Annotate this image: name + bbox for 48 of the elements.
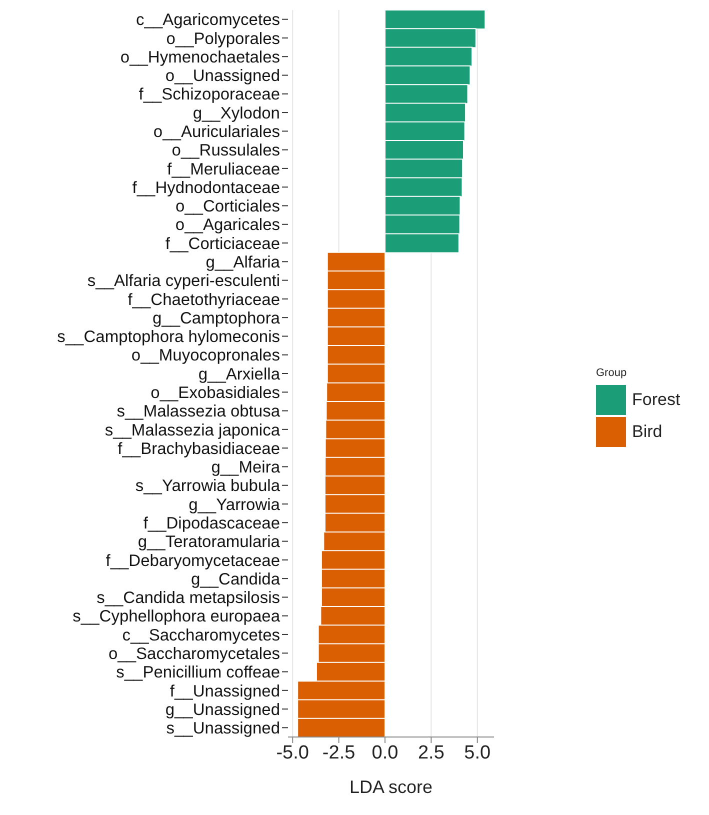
y-tick-label: g__Candida (191, 570, 281, 588)
y-tick-label: s__Camptophora hylomeconis (57, 328, 280, 346)
y-tick-label: s__Alfaria cyperi-esculenti (87, 272, 280, 290)
y-tick-label: g__Meira (211, 458, 281, 477)
y-tick-label: f__Unassigned (170, 682, 280, 700)
legend-label: Forest (632, 390, 680, 410)
y-tick-label: c__Saccharomycetes (122, 626, 280, 644)
y-tick-label: o__Polyporales (166, 30, 280, 48)
y-tick-label: o__Saccharomycetales (108, 644, 280, 663)
y-tick-label: g__Teratoramularia (138, 533, 281, 552)
y-tick-label: s__Yarrowia bubula (135, 477, 281, 496)
y-tick-label: f__Schizoporaceae (138, 86, 280, 104)
y-tick-label: f__Chaetothyriaceae (128, 290, 280, 309)
y-tick-label: f__Meruliaceae (167, 160, 280, 178)
y-tick-label: o__Auriculariales (153, 123, 280, 142)
y-tick-label: o__Unassigned (165, 67, 280, 86)
y-tick-label: s__Unassigned (166, 720, 280, 738)
y-tick-label: o__Russulales (172, 142, 280, 160)
y-tick-label: o__Corticiales (175, 198, 280, 216)
legend-label: Bird (632, 422, 662, 442)
y-tick-label: g__Arxiella (198, 365, 281, 384)
y-tick-label: g__Alfaria (206, 254, 281, 272)
y-tick-label: f__Brachybasidiaceae (118, 440, 280, 458)
y-tick-label: o__Agaricales (175, 216, 280, 234)
y-tick-label: o__Muyocopronales (131, 346, 280, 365)
y-tick-label: s__Malassezia obtusa (116, 402, 281, 421)
y-tick-label: s__Malassezia japonica (104, 421, 281, 440)
y-tick-label: f__Corticiaceae (165, 234, 280, 253)
y-tick-label: g__Xylodon (192, 104, 280, 122)
y-tick-label: f__Hydnodontaceae (132, 178, 280, 197)
y-tick-label: s__Cyphellophora europaea (72, 608, 281, 626)
x-tick-label: -5.0 (276, 742, 309, 764)
y-tick-label: f__Debaryomycetaceae (106, 552, 280, 570)
y-tick-label: s__Penicillium coffeae (116, 664, 280, 682)
legend-title: Group (596, 366, 628, 378)
y-tick-label: f__Dipodascaceae (143, 514, 280, 532)
y-tick-label: o__Exobasidiales (150, 384, 280, 402)
y-tick-label: g__Camptophora (152, 309, 281, 328)
x-tick-label: -2.5 (322, 742, 356, 764)
y-tick-label: g__Unassigned (165, 700, 280, 719)
x-axis-title: LDA score (349, 777, 433, 797)
y-tick-label: o__Hymenochaetales (120, 48, 280, 66)
x-tick-label: 5.0 (464, 742, 491, 764)
y-tick-label: c__Agaricomycetes (136, 11, 280, 30)
y-tick-label: g__Yarrowia (188, 496, 281, 514)
x-tick-label: 0.0 (372, 742, 398, 764)
x-tick-label: 2.5 (418, 742, 444, 764)
y-tick-label: s__Candida metapsilosis (96, 589, 280, 608)
